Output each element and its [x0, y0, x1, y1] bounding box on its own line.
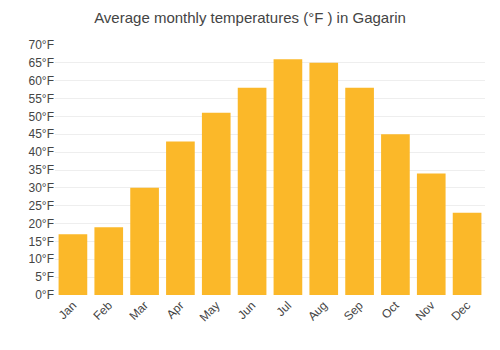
svg-text:Jan: Jan — [56, 298, 80, 322]
svg-text:5°F: 5°F — [35, 270, 54, 284]
svg-text:20°F: 20°F — [29, 217, 54, 231]
svg-text:May: May — [197, 298, 223, 324]
svg-text:25°F: 25°F — [29, 199, 54, 213]
svg-text:Apr: Apr — [164, 298, 187, 321]
svg-text:Feb: Feb — [91, 298, 116, 323]
svg-text:Sep: Sep — [341, 298, 366, 323]
svg-text:70°F: 70°F — [29, 38, 54, 52]
svg-text:55°F: 55°F — [29, 92, 54, 106]
svg-text:Dec: Dec — [448, 298, 473, 323]
svg-text:Aug: Aug — [305, 298, 330, 323]
svg-text:60°F: 60°F — [29, 74, 54, 88]
svg-text:Nov: Nov — [413, 298, 438, 323]
svg-text:Mar: Mar — [126, 298, 151, 323]
svg-text:15°F: 15°F — [29, 235, 54, 249]
svg-text:Jul: Jul — [274, 298, 295, 319]
svg-text:10°F: 10°F — [29, 252, 54, 266]
svg-text:50°F: 50°F — [29, 110, 54, 124]
svg-text:Average monthly temperatures (: Average monthly temperatures (°F ) in Ga… — [94, 9, 406, 26]
svg-text:65°F: 65°F — [29, 56, 54, 70]
svg-text:Jun: Jun — [235, 298, 259, 322]
svg-text:40°F: 40°F — [29, 145, 54, 159]
svg-text:35°F: 35°F — [29, 163, 54, 177]
svg-text:0°F: 0°F — [35, 288, 54, 302]
svg-text:Oct: Oct — [379, 298, 403, 322]
svg-text:45°F: 45°F — [29, 127, 54, 141]
svg-text:30°F: 30°F — [29, 181, 54, 195]
